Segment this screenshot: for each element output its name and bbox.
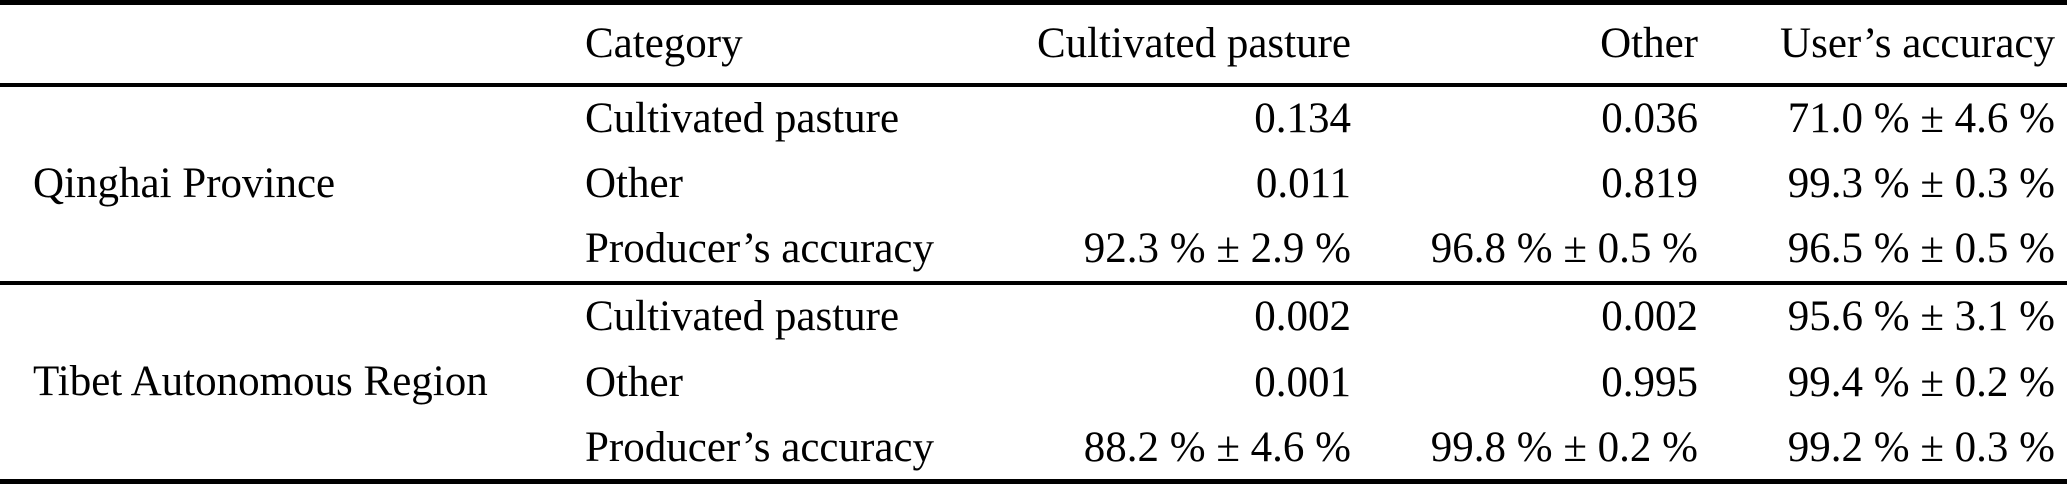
category-cell: Cultivated pasture bbox=[585, 94, 900, 142]
value-cell: 99.2 % ± 0.3 % bbox=[1787, 423, 2055, 471]
category-cell: Producer’s accuracy bbox=[585, 423, 934, 471]
value-cell: 0.134 bbox=[1254, 94, 1351, 142]
category-cell: Other bbox=[585, 160, 683, 208]
header-cultivated-pasture: Cultivated pasture bbox=[1036, 20, 1351, 68]
value-cell: 88.2 % ± 4.6 % bbox=[1083, 423, 1351, 471]
table-header-row: Category Cultivated pasture Other User’s… bbox=[0, 3, 2067, 85]
table-row: Other 0.011 0.819 99.3 % ± 0.3 % bbox=[0, 151, 2067, 217]
value-cell: 0.011 bbox=[1255, 160, 1351, 208]
category-cell: Producer’s accuracy bbox=[585, 225, 934, 273]
section-qinghai: Qinghai Province Cultivated pasture 0.13… bbox=[0, 85, 2067, 283]
value-cell: 99.3 % ± 0.3 % bbox=[1787, 160, 2055, 208]
value-cell: 95.6 % ± 3.1 % bbox=[1787, 293, 2055, 341]
table-row: Producer’s accuracy 88.2 % ± 4.6 % 99.8 … bbox=[0, 415, 2067, 481]
value-cell: 96.8 % ± 0.5 % bbox=[1430, 225, 1698, 273]
value-cell: 0.819 bbox=[1601, 160, 1698, 208]
value-cell: 71.0 % ± 4.6 % bbox=[1787, 94, 2055, 142]
header-other: Other bbox=[1600, 20, 1698, 68]
header-region bbox=[0, 3, 585, 85]
value-cell: 99.4 % ± 0.2 % bbox=[1787, 358, 2055, 406]
region-label-qinghai: Qinghai Province bbox=[33, 160, 336, 208]
header-users-accuracy: User’s accuracy bbox=[1780, 20, 2055, 68]
category-cell: Cultivated pasture bbox=[585, 293, 900, 341]
table-row: Other 0.001 0.995 99.4 % ± 0.2 % bbox=[0, 349, 2067, 415]
value-cell: 0.002 bbox=[1254, 293, 1351, 341]
region-label-tibet: Tibet Autonomous Region bbox=[33, 358, 488, 406]
header-category: Category bbox=[585, 20, 743, 68]
table-row: Producer’s accuracy 92.3 % ± 2.9 % 96.8 … bbox=[0, 217, 2067, 283]
value-cell: 0.036 bbox=[1601, 94, 1698, 142]
table-row: Tibet Autonomous Region Cultivated pastu… bbox=[0, 283, 2067, 405]
value-cell: 0.002 bbox=[1601, 293, 1698, 341]
value-cell: 0.995 bbox=[1601, 358, 1698, 406]
category-cell: Other bbox=[585, 358, 683, 406]
value-cell: 99.8 % ± 0.2 % bbox=[1430, 423, 1698, 471]
value-cell: 96.5 % ± 0.5 % bbox=[1787, 225, 2055, 273]
value-cell: 0.001 bbox=[1254, 358, 1351, 406]
section-tibet: Tibet Autonomous Region Cultivated pastu… bbox=[0, 283, 2067, 482]
table-row: Qinghai Province Cultivated pasture 0.13… bbox=[0, 85, 2067, 207]
value-cell: 92.3 % ± 2.9 % bbox=[1083, 225, 1351, 273]
